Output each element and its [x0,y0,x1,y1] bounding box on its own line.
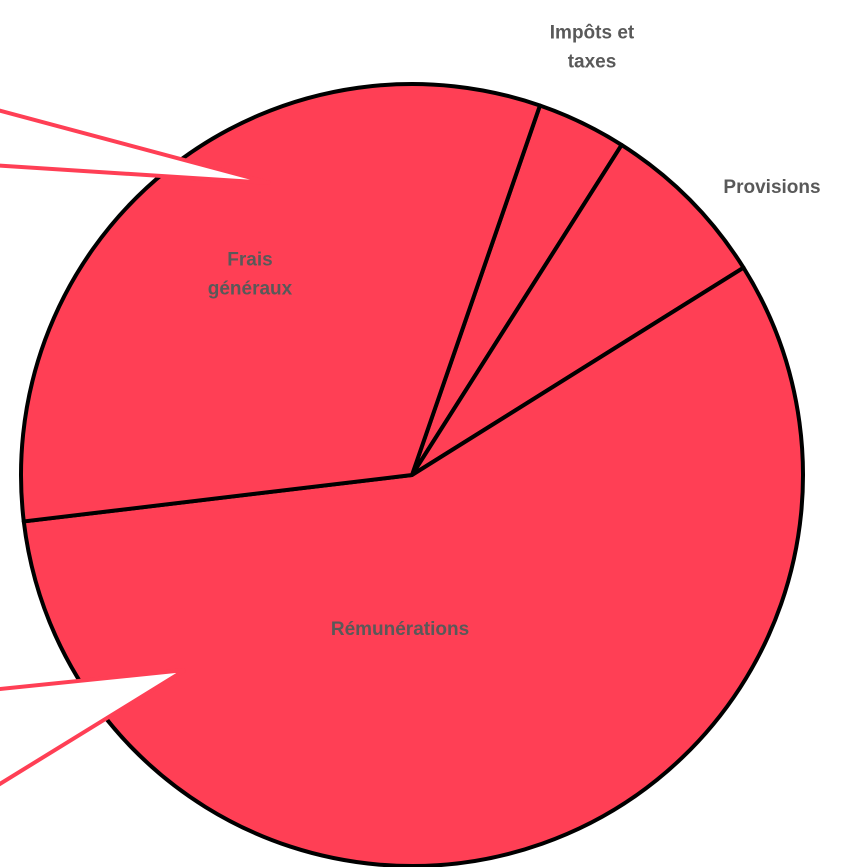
slice-label: Impôts et taxes [549,22,635,73]
pie-slice [410,142,746,477]
callout [0,108,271,185]
slice-label: Rémunérations [330,618,470,640]
slice-label: Provisions [723,176,821,198]
slice-label: Frais généraux [207,249,293,300]
callout [0,668,187,787]
